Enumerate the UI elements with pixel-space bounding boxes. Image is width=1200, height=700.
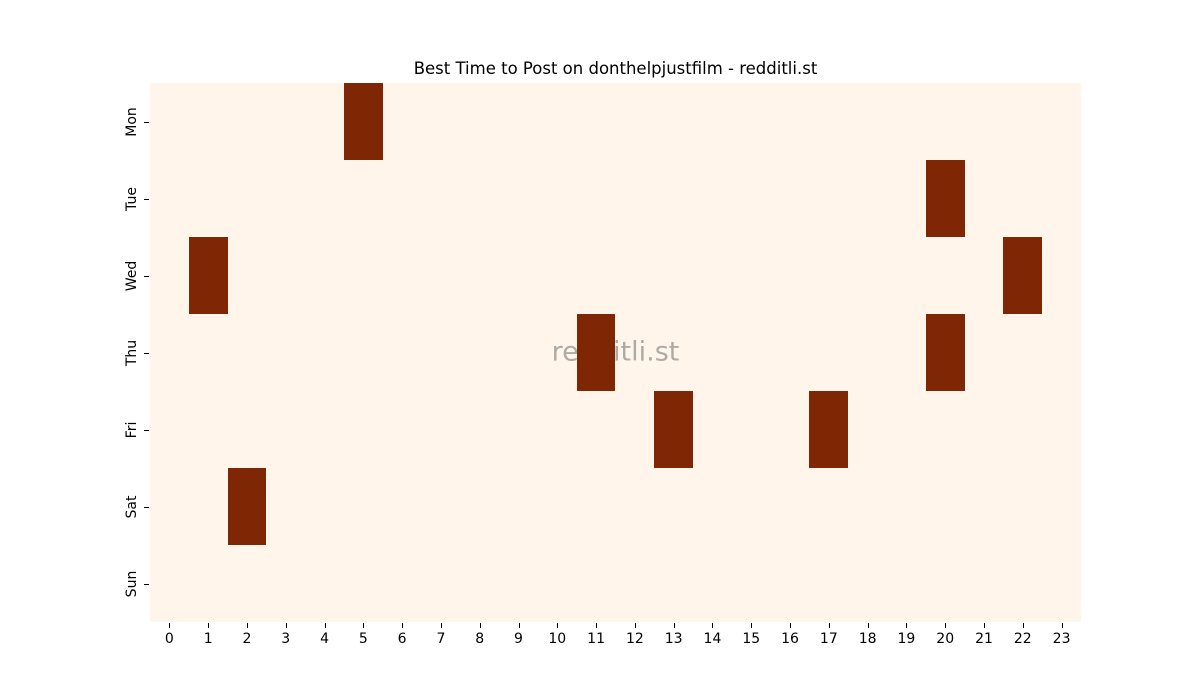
x-tick-label-19: 19 <box>897 631 916 647</box>
watermark: redditli.st <box>551 335 680 367</box>
y-tick-mark-wed <box>144 275 149 277</box>
x-tick-label-13: 13 <box>664 631 683 647</box>
x-tick-label-4: 4 <box>320 631 330 647</box>
x-tick-label-5: 5 <box>358 631 368 647</box>
x-tick-mark-19 <box>906 623 908 628</box>
x-tick-label-17: 17 <box>819 631 838 647</box>
x-tick-mark-6 <box>402 623 404 628</box>
x-tick-label-20: 20 <box>936 631 955 647</box>
y-tick-mark-thu <box>144 352 149 354</box>
y-tick-mark-mon <box>144 121 149 123</box>
y-tick-label-tue: Tue <box>124 186 140 211</box>
heatmap-cell-sat-2 <box>227 468 267 545</box>
x-tick-mark-11 <box>596 623 598 628</box>
x-tick-label-0: 0 <box>164 631 174 647</box>
y-tick-label-wed: Wed <box>124 260 140 291</box>
heatmap-cell-thu-20 <box>925 314 965 391</box>
x-tick-label-14: 14 <box>703 631 722 647</box>
heatmap-cell-wed-1 <box>188 237 228 314</box>
y-tick-mark-fri <box>144 429 149 431</box>
x-tick-mark-23 <box>1061 623 1063 628</box>
x-tick-label-2: 2 <box>242 631 252 647</box>
x-tick-mark-18 <box>867 623 869 628</box>
x-tick-mark-21 <box>984 623 986 628</box>
x-tick-label-1: 1 <box>203 631 213 647</box>
x-tick-mark-5 <box>363 623 365 628</box>
x-tick-mark-15 <box>751 623 753 628</box>
x-tick-mark-13 <box>673 623 675 628</box>
x-tick-mark-9 <box>518 623 520 628</box>
x-tick-label-11: 11 <box>587 631 606 647</box>
x-tick-mark-0 <box>169 623 171 628</box>
y-tick-mark-tue <box>144 198 149 200</box>
heatmap-cell-tue-20 <box>925 160 965 237</box>
y-tick-label-sun: Sun <box>124 570 140 597</box>
x-tick-label-22: 22 <box>1013 631 1032 647</box>
x-tick-mark-2 <box>246 623 248 628</box>
x-tick-mark-10 <box>557 623 559 628</box>
chart-title: Best Time to Post on donthelpjustfilm - … <box>413 59 818 78</box>
x-tick-mark-14 <box>712 623 714 628</box>
x-tick-mark-4 <box>324 623 326 628</box>
heatmap-cell-fri-13 <box>654 391 694 468</box>
y-tick-mark-sun <box>144 583 149 585</box>
x-tick-mark-17 <box>828 623 830 628</box>
heatmap-cell-fri-17 <box>809 391 849 468</box>
x-tick-label-10: 10 <box>548 631 567 647</box>
x-tick-label-23: 23 <box>1052 631 1071 647</box>
x-tick-label-8: 8 <box>475 631 485 647</box>
y-tick-mark-sat <box>144 506 149 508</box>
x-tick-label-21: 21 <box>975 631 993 647</box>
heatmap-cell-thu-11 <box>576 314 616 391</box>
heatmap-cell-mon-5 <box>343 83 383 160</box>
x-tick-mark-12 <box>634 623 636 628</box>
x-tick-mark-3 <box>285 623 287 628</box>
x-tick-mark-20 <box>945 623 947 628</box>
x-tick-label-7: 7 <box>436 631 446 647</box>
x-tick-mark-1 <box>208 623 210 628</box>
y-tick-label-mon: Mon <box>124 106 140 137</box>
heatmap-plot: redditli.st <box>150 83 1081 622</box>
x-tick-label-18: 18 <box>858 631 877 647</box>
y-tick-label-sat: Sat <box>124 495 140 518</box>
y-tick-label-thu: Thu <box>124 339 140 366</box>
x-tick-label-12: 12 <box>625 631 644 647</box>
x-tick-label-6: 6 <box>397 631 407 647</box>
heatmap-cell-wed-22 <box>1003 237 1043 314</box>
x-tick-label-3: 3 <box>281 631 291 647</box>
x-tick-mark-7 <box>440 623 442 628</box>
x-tick-mark-16 <box>790 623 792 628</box>
x-tick-label-16: 16 <box>781 631 799 647</box>
x-tick-mark-8 <box>479 623 481 628</box>
x-tick-label-9: 9 <box>514 631 523 647</box>
y-tick-label-fri: Fri <box>124 421 140 438</box>
x-tick-mark-22 <box>1022 623 1024 628</box>
x-tick-label-15: 15 <box>742 631 761 647</box>
